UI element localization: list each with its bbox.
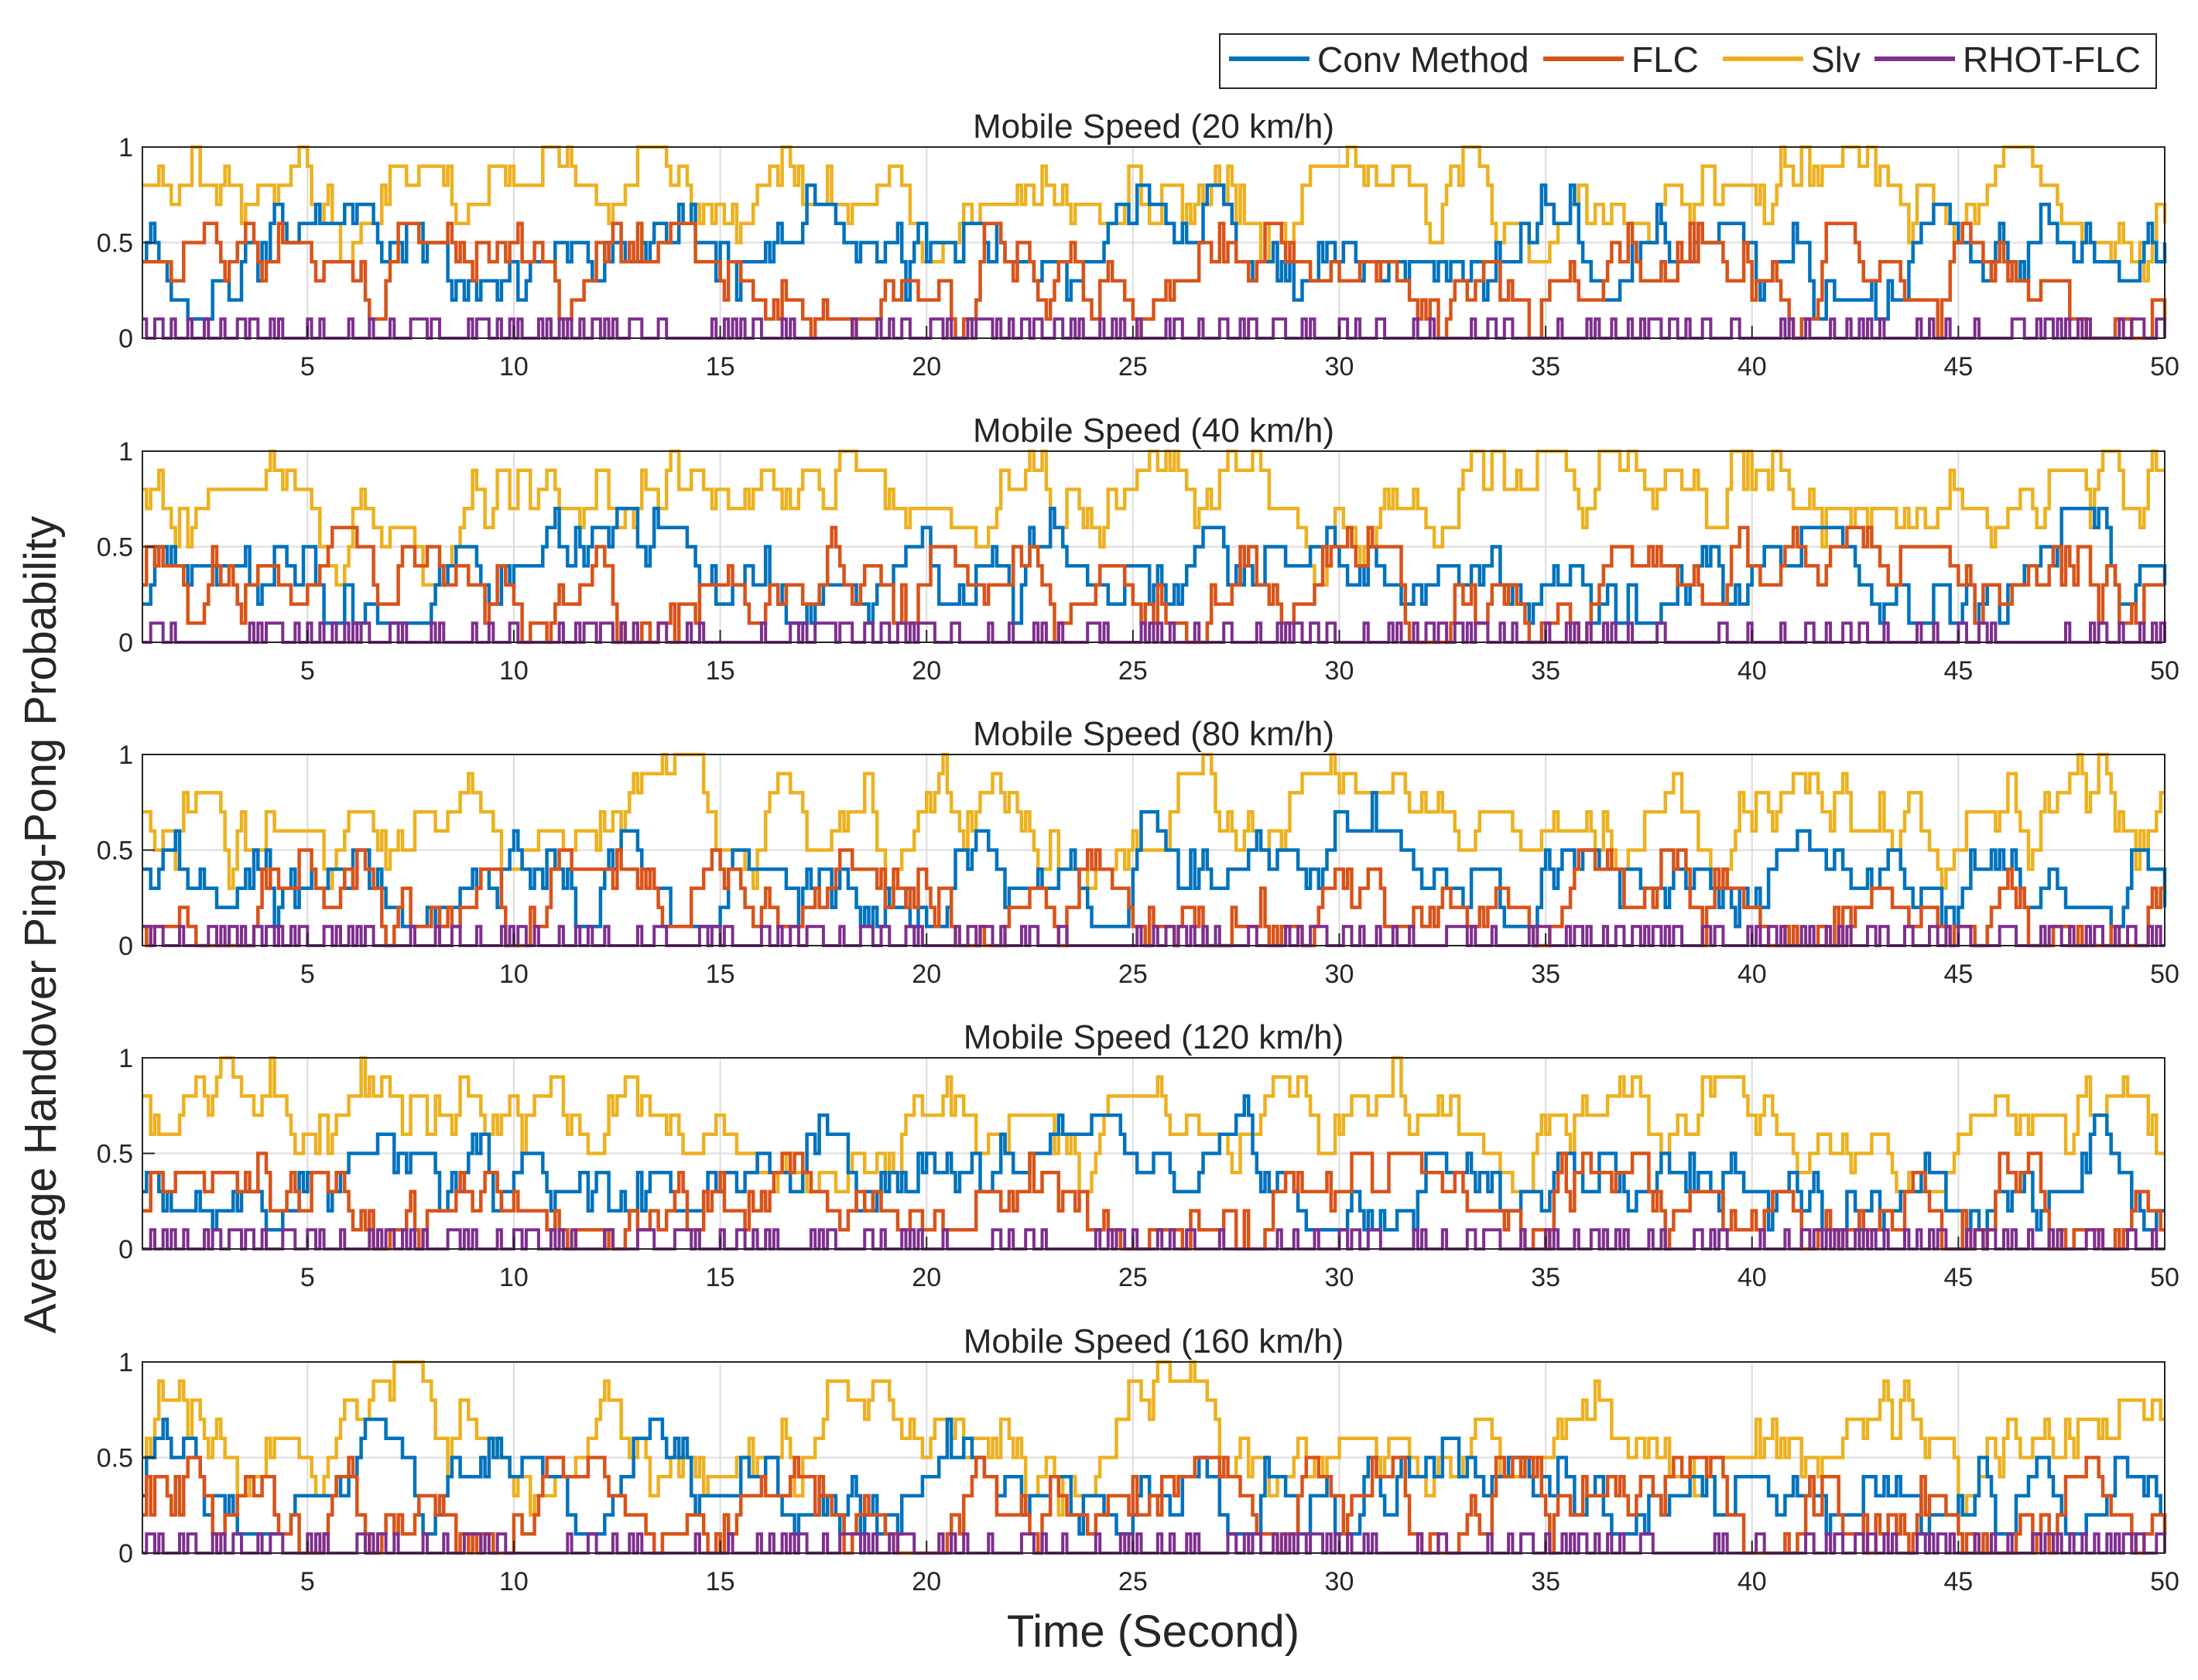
y-tick-label: 0 <box>118 1235 133 1264</box>
x-tick-label: 40 <box>1738 1263 1767 1292</box>
x-tick-label: 35 <box>1531 1567 1560 1596</box>
x-tick-label: 45 <box>1943 960 1973 989</box>
subplot-2: 5 10 15 20 25 30 35 40 45 50 0 0.5 1 Mobile Speed (40… <box>97 412 2179 686</box>
x-tick-label: 35 <box>1531 656 1560 686</box>
x-tick-label: 50 <box>2150 352 2179 382</box>
subplot-title: Mobile Speed (80 km/h) <box>973 715 1334 753</box>
subplot-title: Mobile Speed (160 km/h) <box>964 1322 1344 1360</box>
y-tick-label: 0.5 <box>97 1140 133 1169</box>
series-line-flc <box>142 848 2165 948</box>
x-tick-label: 20 <box>912 1263 941 1292</box>
x-tick-label: 45 <box>1943 656 1973 686</box>
series-line-slv <box>142 752 2165 891</box>
x-tick-label: 15 <box>706 1567 735 1596</box>
y-tick-label: 0 <box>118 1539 133 1569</box>
series-line-conv-method <box>142 183 2167 321</box>
x-tick-label: 40 <box>1738 352 1767 382</box>
x-tick-label: 20 <box>912 960 941 989</box>
series-line-slv <box>142 1360 2165 1517</box>
x-tick-label: 45 <box>1943 352 1973 382</box>
y-tick-label: 0 <box>118 324 133 354</box>
x-tick-label: 20 <box>912 656 941 686</box>
x-tick-label: 35 <box>1531 352 1560 382</box>
x-tick-label: 40 <box>1738 960 1767 989</box>
y-tick-label: 0.5 <box>97 837 133 866</box>
x-tick-label: 35 <box>1531 1263 1560 1292</box>
x-tick-label: 30 <box>1325 1263 1354 1292</box>
legend: Conv Method FLC Slv RHOT-FLC <box>1219 33 2157 89</box>
x-tick-label: 10 <box>499 1567 529 1596</box>
x-tick-label: 45 <box>1943 1567 1973 1596</box>
x-tick-label: 25 <box>1118 960 1148 989</box>
subplot-title: Mobile Speed (20 km/h) <box>973 108 1334 145</box>
x-tick-label: 10 <box>499 656 529 686</box>
x-tick-label: 50 <box>2150 1567 2179 1596</box>
x-tick-label: 30 <box>1325 656 1354 686</box>
legend-label-flc: FLC <box>1631 39 1699 80</box>
x-tick-label: 10 <box>499 352 529 382</box>
y-tick-label: 0.5 <box>97 533 133 563</box>
x-tick-label: 5 <box>300 352 315 382</box>
x-tick-label: 25 <box>1118 656 1148 686</box>
y-tick-label: 1 <box>118 1044 133 1073</box>
x-tick-label: 10 <box>499 960 529 989</box>
x-tick-label: 30 <box>1325 960 1354 989</box>
y-tick-label: 0.5 <box>97 229 133 258</box>
x-tick-label: 50 <box>2150 1263 2179 1292</box>
y-tick-label: 0 <box>118 628 133 658</box>
subplot-5: 5 10 15 20 25 30 35 40 45 50 0 0.5 1 Mobile Speed (16… <box>97 1322 2179 1596</box>
x-tick-label: 5 <box>300 1263 315 1292</box>
x-tick-label: 25 <box>1118 352 1148 382</box>
x-tick-label: 15 <box>706 1263 735 1292</box>
y-tick-label: 1 <box>118 133 133 163</box>
legend-label-slv: Slv <box>1811 39 1861 80</box>
x-tick-label: 20 <box>912 352 941 382</box>
legend-box <box>1219 33 2157 89</box>
x-tick-label: 50 <box>2150 656 2179 686</box>
x-tick-label: 5 <box>300 656 315 686</box>
legend-label-rhot-flc: RHOT-FLC <box>1963 39 2141 80</box>
subplot-1: 5 10 15 20 25 30 35 40 45 50 0 0.5 1 Mobile Speed (20… <box>97 108 2179 382</box>
y-tick-label: 1 <box>118 1348 133 1377</box>
y-tick-label: 0 <box>118 932 133 961</box>
x-tick-label: 40 <box>1738 656 1767 686</box>
series-line-flc <box>142 525 2165 645</box>
x-tick-label: 25 <box>1118 1567 1148 1596</box>
x-tick-label: 20 <box>912 1567 941 1596</box>
series-line-conv-method <box>142 791 2167 929</box>
series-line-slv <box>142 1056 2165 1194</box>
series-line-slv <box>142 145 2167 283</box>
series-line-conv-method <box>142 506 2167 625</box>
x-tick-label: 30 <box>1325 352 1354 382</box>
subplot-3: 5 10 15 20 25 30 35 40 45 50 0 0.5 1 Mobile Speed (80… <box>97 715 2179 989</box>
x-tick-label: 15 <box>706 656 735 686</box>
legend-label-conv-method: Conv Method <box>1317 39 1529 80</box>
y-tick-label: 0.5 <box>97 1444 133 1473</box>
subplot-4: 5 10 15 20 25 30 35 40 45 50 0 0.5 1 Mobile Speed (12… <box>97 1018 2179 1292</box>
series-line-flc <box>142 1456 2167 1555</box>
series-line-conv-method <box>142 1417 2167 1536</box>
x-tick-label: 5 <box>300 1567 315 1596</box>
subplot-title: Mobile Speed (40 km/h) <box>973 412 1334 450</box>
x-tick-label: 50 <box>2150 960 2179 989</box>
subplot-title: Mobile Speed (120 km/h) <box>964 1018 1344 1056</box>
x-tick-label: 45 <box>1943 1263 1973 1292</box>
series-line-slv <box>142 449 2165 587</box>
series-line-rhot-flc <box>142 1532 2166 1555</box>
y-tick-label: 1 <box>118 437 133 467</box>
x-tick-label: 30 <box>1325 1567 1354 1596</box>
x-tick-label: 5 <box>300 960 315 989</box>
x-tick-label: 15 <box>706 960 735 989</box>
y-axis-label: Average Handover Ping-Pong Probability <box>15 516 66 1333</box>
x-tick-label: 15 <box>706 352 735 382</box>
y-tick-label: 1 <box>118 741 133 770</box>
x-tick-label: 40 <box>1738 1567 1767 1596</box>
x-tick-label: 10 <box>499 1263 529 1292</box>
x-tick-label: 35 <box>1531 960 1560 989</box>
x-tick-label: 25 <box>1118 1263 1148 1292</box>
x-axis-label: Time (Second) <box>1007 1606 1299 1657</box>
